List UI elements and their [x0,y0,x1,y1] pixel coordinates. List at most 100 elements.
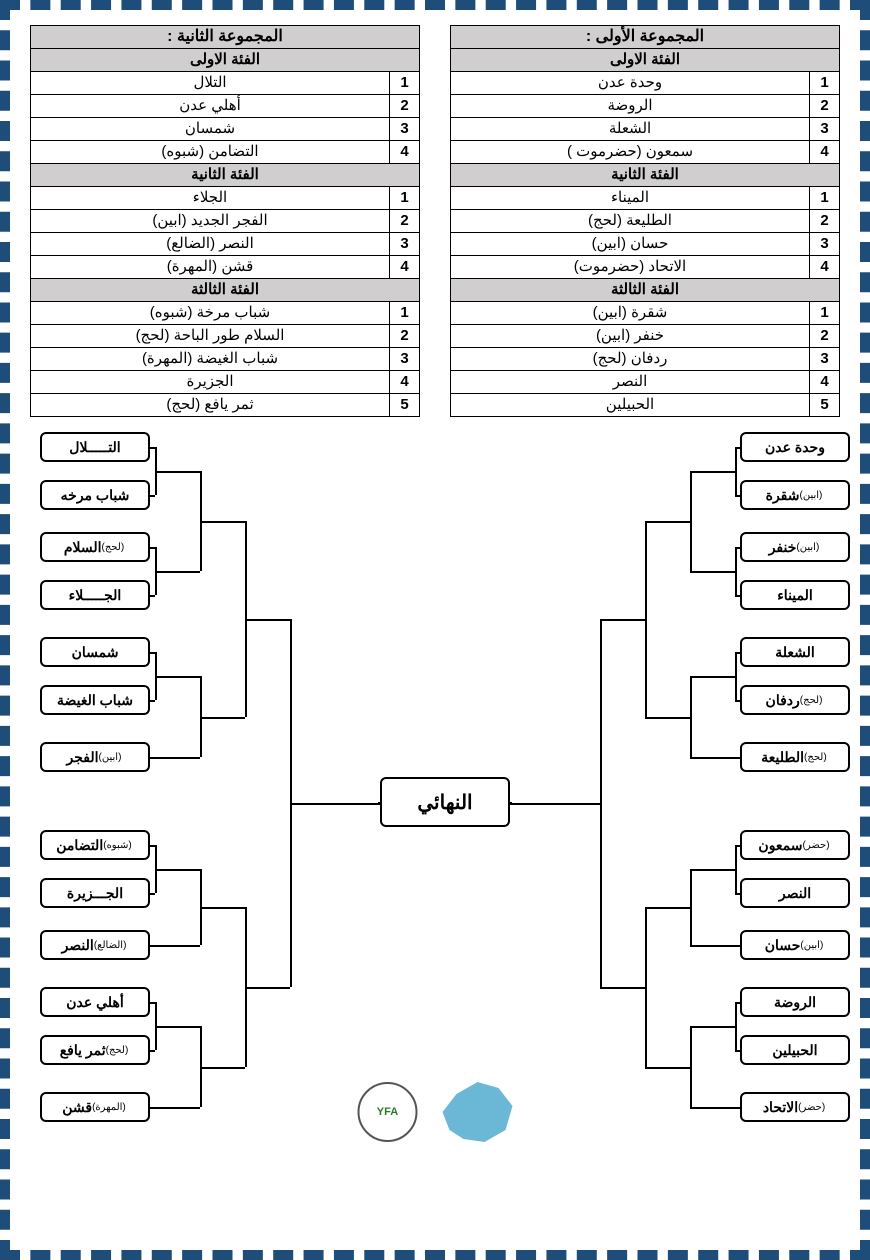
bracket-team-name: الجـــــلاء [69,587,122,604]
bracket-team-box: الميناء [740,580,850,610]
bracket-team-box: النصر(الضالع) [40,930,150,960]
bracket-connector [645,1067,690,1069]
team-name: الشعلة [451,118,810,141]
bracket-connector [690,1107,740,1109]
team-name: التضامن (شبوه) [31,141,390,164]
bracket-connector [735,845,737,893]
bracket-area: النهائي YFA التـــــلالشباب مرخهالسلام(ل… [30,432,840,1152]
bracket-connector [690,869,692,945]
group-table-1: المجموعة الأولى : الفئة الاولى1وحدة عدن2… [450,25,840,417]
tier-header: الفئة الثالثة [31,279,420,302]
team-number: 1 [810,302,840,325]
tier-header: الفئة الاولى [451,49,840,72]
group2-title: المجموعة الثانية : [31,26,420,49]
bracket-team-box: وحدة عدن [740,432,850,462]
yfa-logo-icon: YFA [358,1082,418,1142]
final-label: النهائي [417,790,472,815]
team-number: 4 [390,371,420,394]
team-name: التلال [31,72,390,95]
bracket-team-name: الفجر [67,749,99,766]
bracket-connector [735,547,737,595]
bracket-team-name: أهلي عدن [66,994,123,1011]
bracket-connector [735,652,737,700]
bracket-connector [690,1026,735,1028]
team-number: 1 [810,187,840,210]
bracket-team-name: وحدة عدن [765,439,825,456]
team-number: 4 [810,371,840,394]
bracket-connector [155,1026,200,1028]
bracket-connector [690,1026,692,1107]
bracket-connector [735,447,737,495]
team-name: شباب مرخة (شبوه) [31,302,390,325]
bracket-connector [335,803,380,805]
bracket-team-sub: (ابين) [799,490,822,501]
bracket-team-name: الشعلة [775,644,815,661]
bracket-connector [150,1107,200,1109]
final-box: النهائي [380,777,510,827]
team-name: الطليعة (لحج) [451,210,810,233]
bracket-team-box: أهلي عدن [40,987,150,1017]
bracket-team-box: قشن(المهرة) [40,1092,150,1122]
bracket-team-box: خنفر(ابين) [740,532,850,562]
bracket-connector [150,945,200,947]
bracket-team-box: التـــــلال [40,432,150,462]
bracket-connector [600,619,602,987]
bracket-team-box: الحبيلين [740,1035,850,1065]
bracket-connector [735,893,740,895]
team-number: 2 [810,210,840,233]
team-number: 4 [810,256,840,279]
bracket-team-name: الاتحاد [763,1099,798,1116]
bracket-team-name: النصر [779,885,811,902]
tier-header: الفئة الثالثة [451,279,840,302]
bracket-team-sub: (لحج) [804,752,827,763]
bracket-connector [690,471,735,473]
bracket-team-sub: (ابين) [796,542,819,553]
team-number: 2 [390,95,420,118]
team-name: النصر [451,371,810,394]
bracket-team-name: حسان [765,937,801,954]
bracket-team-sub: (حضر) [798,1102,825,1113]
bracket-connector [600,987,645,989]
tier-header: الفئة الاولى [31,49,420,72]
bracket-team-name: التضامن [56,837,103,854]
bracket-connector [150,757,200,759]
bracket-connector [690,471,692,571]
team-number: 3 [390,118,420,141]
team-number: 5 [390,394,420,417]
bracket-connector [245,619,290,621]
bracket-team-box: الفجر(ابين) [40,742,150,772]
team-name: الفجر الجديد (ابين) [31,210,390,233]
bracket-team-name: السلام [64,539,102,556]
team-number: 2 [390,325,420,348]
bracket-team-name: الميناء [777,587,813,604]
team-number: 4 [810,141,840,164]
team-name: الاتحاد (حضرموت) [451,256,810,279]
bracket-team-name: النصر [62,937,94,954]
bracket-team-sub: (المهرة) [92,1102,126,1113]
bracket-team-box: سمعون(حضر) [740,830,850,860]
team-number: 3 [810,233,840,256]
bracket-connector [690,757,740,759]
group-table-2: المجموعة الثانية : الفئة الاولى1التلال2أ… [30,25,420,417]
bracket-connector [690,945,740,947]
bracket-team-box: السلام(لحج) [40,532,150,562]
team-name: ثمر يافع (لحج) [31,394,390,417]
bracket-team-name: شباب مرخه [61,487,130,504]
team-name: النصر (الضالع) [31,233,390,256]
bracket-connector [150,893,155,895]
bracket-team-sub: (الضالع) [94,940,127,951]
team-number: 1 [390,187,420,210]
team-name: السلام طور الباحة (لحج) [31,325,390,348]
city-logo-icon [443,1082,513,1142]
yfa-logo-text: YFA [377,1106,398,1118]
bracket-connector [690,869,735,871]
team-number: 1 [810,72,840,95]
bracket-team-name: ردفان [766,692,800,709]
team-name: قشن (المهرة) [31,256,390,279]
bracket-connector [155,869,200,871]
bracket-connector [735,700,740,702]
team-name: شباب الغيضة (المهرة) [31,348,390,371]
team-number: 3 [810,348,840,371]
bracket-team-box: الاتحاد(حضر) [740,1092,850,1122]
bracket-connector [378,802,380,805]
